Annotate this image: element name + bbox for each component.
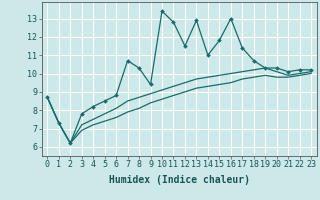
X-axis label: Humidex (Indice chaleur): Humidex (Indice chaleur) (109, 175, 250, 185)
